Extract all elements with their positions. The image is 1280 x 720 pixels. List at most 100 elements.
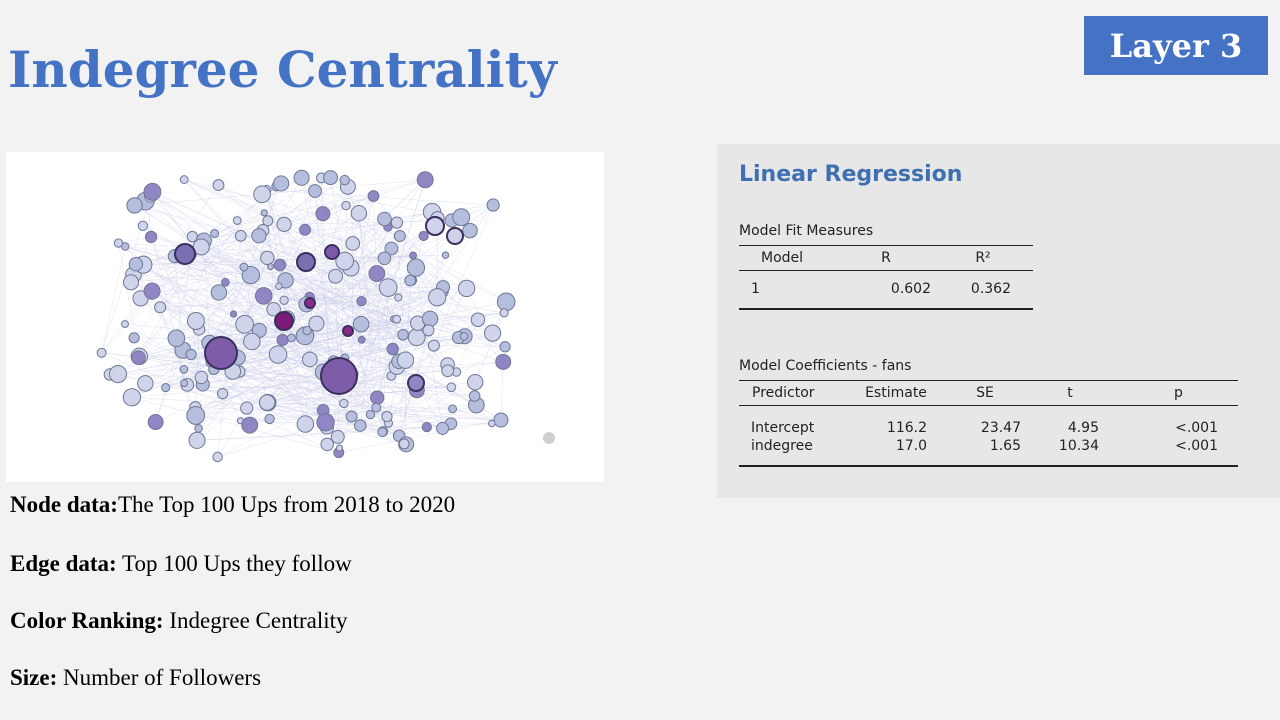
graph-node — [308, 315, 325, 332]
graph-node — [421, 421, 432, 433]
graph-node — [276, 333, 289, 346]
coef-cell: 10.34 — [1058, 437, 1099, 454]
graph-node — [260, 209, 268, 217]
fit-cell-r: 0.602 — [890, 281, 931, 298]
model-fit-title: Model Fit Measures — [739, 223, 874, 239]
coef-cell: <.001 — [1175, 437, 1218, 454]
graph-node — [345, 236, 361, 251]
regression-panel: Linear Regression Model Fit Measures Mod… — [717, 144, 1280, 498]
graph-node — [122, 274, 140, 291]
fit-header-model: Model — [739, 245, 839, 271]
table-row: Intercept 116.2 23.47 4.95 <.001 — [739, 406, 1238, 436]
graph-node — [180, 379, 189, 388]
graph-node — [467, 374, 484, 391]
graph-hub-node — [274, 311, 294, 331]
graph-node — [161, 383, 171, 393]
graph-node — [377, 251, 392, 266]
fit-cell-model: 1 — [751, 281, 760, 298]
graph-node — [301, 351, 318, 368]
graph-node — [316, 413, 335, 432]
graph-node — [179, 364, 189, 374]
graph-node — [273, 175, 290, 192]
graph-node — [128, 332, 140, 344]
graph-node — [268, 345, 288, 364]
graph-node — [483, 324, 502, 342]
graph-node — [126, 197, 143, 214]
graph-node — [194, 424, 203, 433]
graph-node — [493, 412, 509, 428]
graph-node — [273, 258, 287, 272]
graph-node — [210, 229, 220, 238]
graph-node — [179, 175, 189, 184]
graph-node — [496, 292, 516, 312]
graph-node — [428, 288, 447, 307]
graph-node — [499, 308, 509, 318]
graph-node — [188, 431, 206, 449]
graph-node — [143, 282, 161, 300]
graph-node — [212, 451, 223, 463]
graph-node — [350, 205, 368, 222]
color-ranking-text: Indegree Centrality — [163, 608, 348, 633]
model-fit-table: Model R R² 1 0.602 0.362 — [739, 245, 1033, 310]
network-graph-image — [6, 152, 604, 482]
graph-node — [186, 405, 206, 425]
graph-node — [422, 324, 435, 337]
graph-node — [276, 216, 292, 232]
table-row: 1 0.602 0.362 — [739, 271, 1033, 309]
graph-node — [335, 251, 354, 271]
graph-node — [279, 295, 289, 305]
graph-node — [462, 222, 478, 239]
graph-node — [370, 390, 385, 405]
model-coef-title: Model Coefficients - fans — [739, 358, 912, 374]
coef-header-se: SE — [949, 380, 1021, 406]
graph-node — [339, 398, 349, 409]
graph-isolated-node — [543, 432, 555, 444]
graph-node — [253, 185, 271, 204]
graph-hub-node — [296, 252, 316, 272]
graph-node — [356, 296, 367, 307]
graph-node — [137, 375, 154, 392]
graph-hub-node — [174, 243, 196, 265]
graph-node — [386, 342, 399, 356]
regression-title: Linear Regression — [739, 162, 963, 187]
graph-node — [441, 364, 455, 378]
graph-node — [409, 251, 418, 260]
graph-node — [367, 190, 380, 202]
graph-node — [436, 421, 450, 435]
graph-node — [212, 179, 225, 192]
graph-node — [258, 394, 276, 411]
graph-node — [341, 200, 351, 211]
coef-cell: Intercept — [751, 419, 815, 436]
graph-node — [404, 274, 417, 287]
size-label: Size: — [10, 665, 58, 690]
graph-node — [345, 410, 358, 423]
graph-node — [352, 315, 370, 333]
graph-node — [137, 220, 149, 231]
graph-node — [392, 314, 402, 324]
color-ranking-label: Color Ranking: — [10, 608, 164, 633]
graph-node — [308, 184, 322, 198]
graph-node — [262, 215, 274, 227]
graph-node — [418, 230, 429, 242]
graph-node — [377, 211, 392, 227]
graph-node — [421, 310, 439, 327]
graph-node — [393, 229, 406, 243]
edge-data-caption: Edge data: Top 100 Ups they follow — [10, 551, 352, 577]
graph-node — [266, 263, 275, 271]
size-text: Number of Followers — [57, 665, 262, 690]
graph-node — [381, 410, 393, 423]
coef-cell: indegree — [751, 437, 813, 454]
graph-node — [384, 241, 399, 256]
coef-cell: 116.2 — [886, 419, 927, 436]
graph-node — [459, 331, 469, 341]
graph-hub-node — [342, 325, 354, 337]
node-data-caption: Node data:The Top 100 Ups from 2018 to 2… — [10, 492, 455, 518]
graph-node — [122, 388, 142, 407]
graph-node — [488, 419, 496, 428]
edge-data-label: Edge data: — [10, 551, 117, 576]
color-ranking-caption: Color Ranking: Indegree Centrality — [10, 608, 348, 634]
graph-node — [390, 216, 404, 229]
node-data-label: Node data: — [10, 492, 118, 517]
graph-node — [499, 341, 511, 353]
coef-cell: 17.0 — [895, 437, 927, 454]
